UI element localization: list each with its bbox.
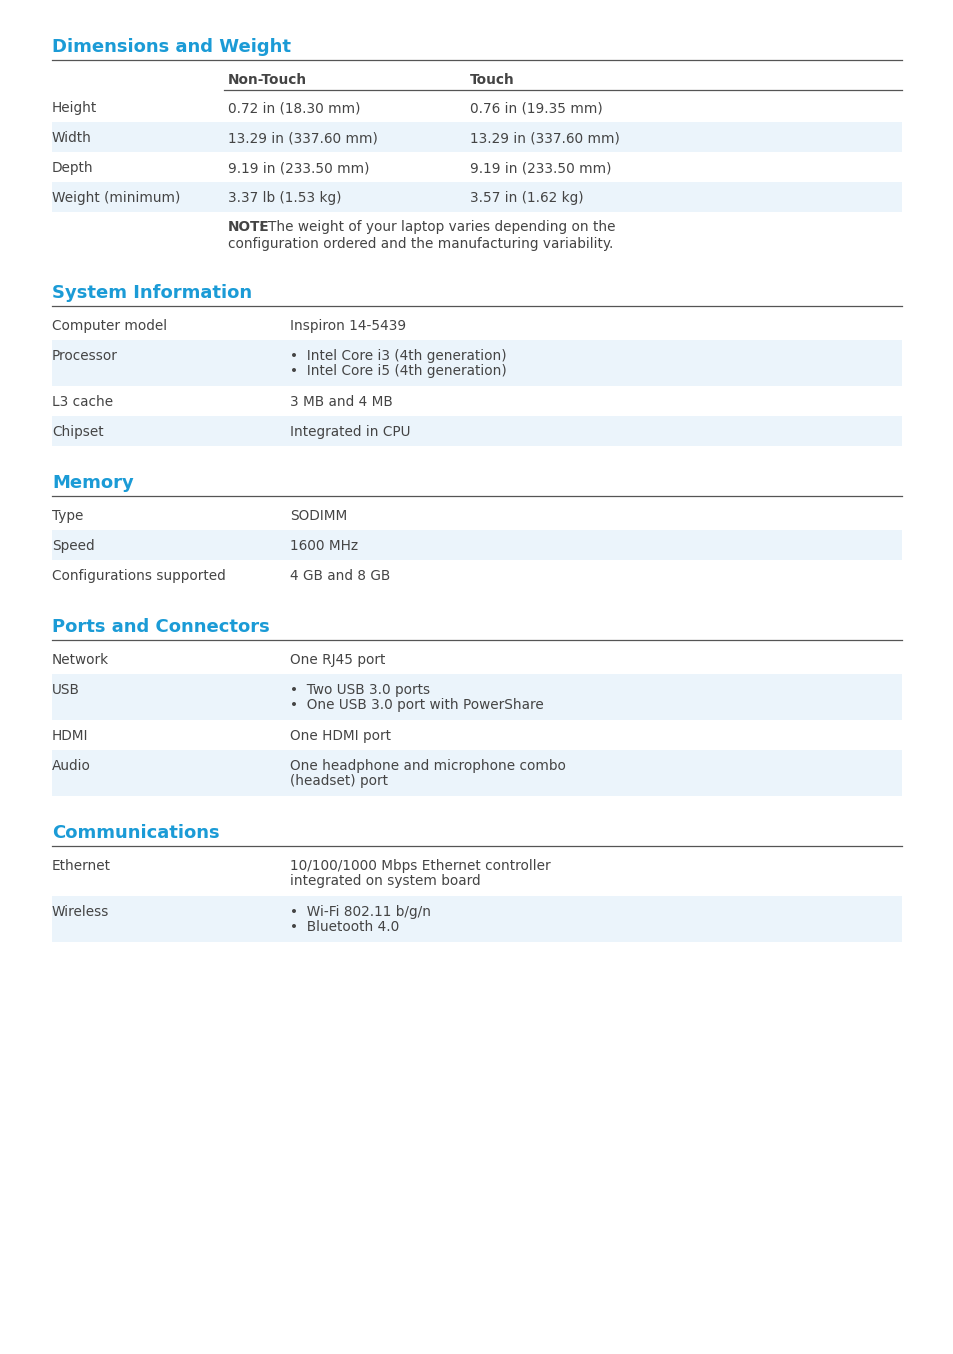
Text: 0.76 in (19.35 mm): 0.76 in (19.35 mm): [470, 102, 602, 115]
Bar: [52, 64, 901, 89]
Bar: [52, 310, 901, 340]
Bar: [52, 896, 901, 942]
Text: Network: Network: [52, 653, 109, 668]
Text: 4 GB and 8 GB: 4 GB and 8 GB: [290, 569, 390, 584]
Text: 1600 MHz: 1600 MHz: [290, 539, 357, 552]
Bar: [52, 386, 901, 416]
Text: SODIMM: SODIMM: [290, 509, 347, 523]
Text: Chipset: Chipset: [52, 425, 104, 439]
Bar: [52, 500, 901, 529]
Text: 0.72 in (18.30 mm): 0.72 in (18.30 mm): [228, 102, 360, 115]
Text: •  Two USB 3.0 ports: • Two USB 3.0 ports: [290, 682, 430, 697]
Bar: [52, 750, 901, 796]
Text: (headset) port: (headset) port: [290, 774, 388, 788]
Text: Inspiron 14-5439: Inspiron 14-5439: [290, 320, 406, 333]
Text: Wireless: Wireless: [52, 904, 110, 919]
Text: Audio: Audio: [52, 760, 91, 773]
Text: •  Wi-Fi 802.11 b/g/n: • Wi-Fi 802.11 b/g/n: [290, 904, 431, 919]
Text: •  One USB 3.0 port with PowerShare: • One USB 3.0 port with PowerShare: [290, 699, 543, 712]
Text: NOTE: NOTE: [228, 219, 270, 234]
Text: configuration ordered and the manufacturing variability.: configuration ordered and the manufactur…: [228, 237, 613, 250]
Text: 3.37 lb (1.53 kg): 3.37 lb (1.53 kg): [228, 191, 341, 204]
Text: Configurations supported: Configurations supported: [52, 569, 226, 584]
Text: Touch: Touch: [470, 73, 515, 87]
Text: Type: Type: [52, 509, 83, 523]
Bar: [52, 416, 901, 445]
Bar: [52, 645, 901, 674]
Text: One RJ45 port: One RJ45 port: [290, 653, 385, 668]
Bar: [52, 720, 901, 750]
Text: L3 cache: L3 cache: [52, 395, 113, 409]
Text: Height: Height: [52, 102, 97, 115]
Bar: [52, 340, 901, 386]
Text: One headphone and microphone combo: One headphone and microphone combo: [290, 760, 565, 773]
Text: 13.29 in (337.60 mm): 13.29 in (337.60 mm): [228, 131, 377, 145]
Text: 9.19 in (233.50 mm): 9.19 in (233.50 mm): [228, 161, 369, 175]
Bar: [52, 850, 901, 896]
Bar: [52, 529, 901, 561]
Text: •  Bluetooth 4.0: • Bluetooth 4.0: [290, 919, 399, 934]
Text: Integrated in CPU: Integrated in CPU: [290, 425, 410, 439]
Text: •  Intel Core i5 (4th generation): • Intel Core i5 (4th generation): [290, 364, 506, 378]
Text: System Information: System Information: [52, 284, 252, 302]
Text: Weight (minimum): Weight (minimum): [52, 191, 180, 204]
Text: Non-Touch: Non-Touch: [228, 73, 307, 87]
Text: Computer model: Computer model: [52, 320, 167, 333]
Text: Memory: Memory: [52, 474, 133, 492]
Text: 13.29 in (337.60 mm): 13.29 in (337.60 mm): [470, 131, 619, 145]
Text: Ethernet: Ethernet: [52, 858, 111, 873]
Bar: [52, 181, 901, 213]
Bar: [52, 674, 901, 720]
Text: 10/100/1000 Mbps Ethernet controller: 10/100/1000 Mbps Ethernet controller: [290, 858, 550, 873]
Bar: [52, 152, 901, 181]
Text: 3.57 in (1.62 kg): 3.57 in (1.62 kg): [470, 191, 583, 204]
Text: USB: USB: [52, 682, 80, 697]
Text: Width: Width: [52, 131, 91, 145]
Bar: [52, 561, 901, 590]
Text: Processor: Processor: [52, 349, 118, 363]
Text: 3 MB and 4 MB: 3 MB and 4 MB: [290, 395, 393, 409]
Text: •  Intel Core i3 (4th generation): • Intel Core i3 (4th generation): [290, 349, 506, 363]
Bar: [52, 92, 901, 122]
Text: : The weight of your laptop varies depending on the: : The weight of your laptop varies depen…: [258, 219, 615, 234]
Text: Ports and Connectors: Ports and Connectors: [52, 617, 270, 636]
Text: One HDMI port: One HDMI port: [290, 728, 391, 743]
Text: Dimensions and Weight: Dimensions and Weight: [52, 38, 291, 56]
Text: Speed: Speed: [52, 539, 94, 552]
Text: Depth: Depth: [52, 161, 93, 175]
Text: 9.19 in (233.50 mm): 9.19 in (233.50 mm): [470, 161, 611, 175]
Bar: [52, 122, 901, 152]
Text: Communications: Communications: [52, 825, 219, 842]
Text: integrated on system board: integrated on system board: [290, 873, 480, 888]
Text: HDMI: HDMI: [52, 728, 89, 743]
